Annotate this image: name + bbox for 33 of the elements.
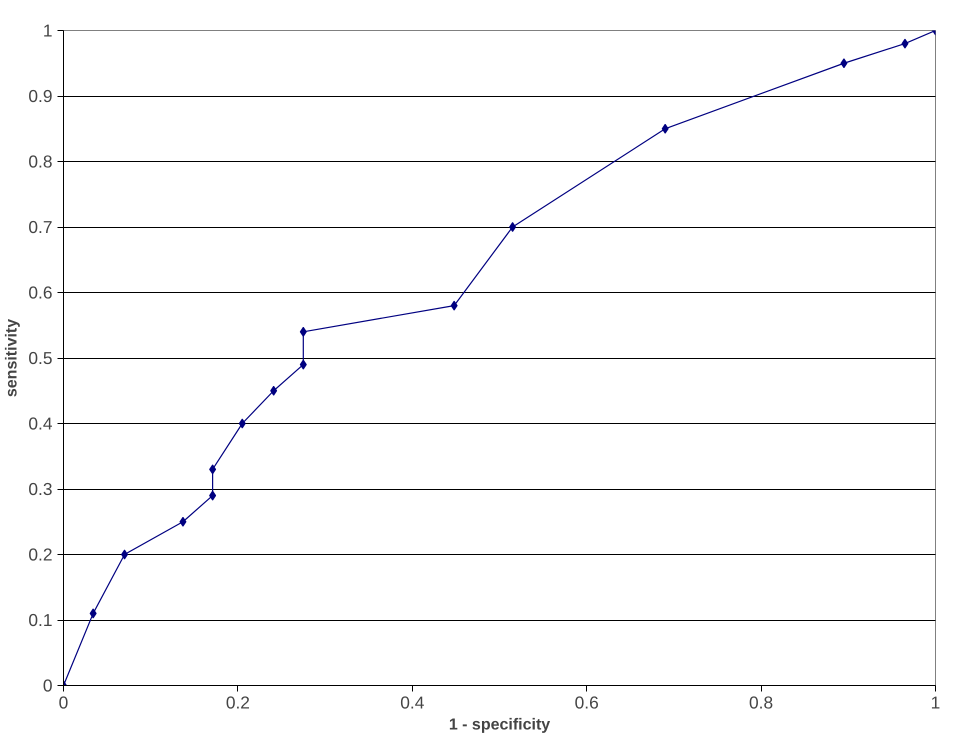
x-tick-label: 0.4 [400,692,425,712]
point [121,550,128,560]
y-tick-label: 0.4 [28,414,53,434]
y-tick-label: 0.6 [28,282,53,302]
point [300,360,307,370]
x-axis-title: 1 - specificity [448,716,550,734]
y-tick-label: 0.7 [28,217,53,237]
y-tick-label: 0.2 [28,544,53,564]
point [209,464,216,474]
y-tick-label: 0.5 [28,348,53,368]
y-axis-title: sensitivity [3,318,20,398]
point [209,490,216,501]
point [901,38,908,49]
point [662,124,669,134]
point [90,608,97,618]
y-tick-label: 0.1 [28,610,53,630]
y-tick-label: 1 [42,20,53,40]
x-tick-label: 1 [930,692,940,712]
point [509,222,516,232]
y-tick-label: 0.8 [28,152,53,172]
x-tick-label: 0.8 [749,692,774,712]
y-tick-label: 0.9 [28,86,53,106]
point [300,326,307,337]
point [840,58,848,68]
x-tick-label: 0 [58,692,68,712]
x-tick-label: 0.6 [574,692,599,712]
point [450,300,458,311]
x-tick-label: 0.2 [226,692,250,712]
point [179,516,186,527]
point [270,386,278,396]
y-tick-label: 0 [42,676,53,696]
point [238,418,246,428]
y-tick-label: 0.3 [28,479,53,499]
